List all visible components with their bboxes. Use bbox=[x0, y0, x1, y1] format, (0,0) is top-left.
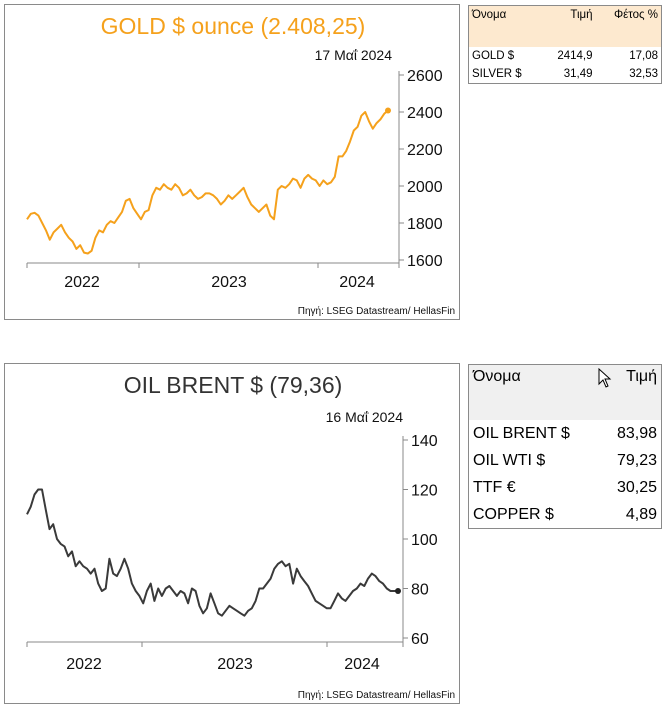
oil-last-point bbox=[395, 587, 401, 594]
oil-price-line bbox=[26, 488, 398, 617]
gold-chart: GOLD $ ounce (2.408,25) 17 Μαΐ 2024 Πηγή… bbox=[26, 13, 455, 317]
x-tick-label: 2024 bbox=[339, 274, 375, 291]
row-price: 30,25 bbox=[616, 478, 657, 496]
oil-chart-date: 16 Μαΐ 2024 bbox=[326, 409, 404, 425]
row-price: 83,98 bbox=[616, 424, 657, 442]
header-price: Τιμή bbox=[600, 364, 662, 420]
table-row: SILVER $ 31,49 32,53 bbox=[469, 65, 662, 84]
y-tick-label: 140 bbox=[411, 433, 438, 450]
x-tick-label: 2023 bbox=[217, 656, 253, 673]
gold-last-point bbox=[385, 107, 391, 114]
table-row: OIL BRENT $ 83,98 bbox=[469, 420, 662, 447]
row-name: TTF € bbox=[473, 478, 516, 496]
y-tick-label: 2600 bbox=[407, 68, 443, 85]
y-tick-label: 60 bbox=[411, 631, 429, 648]
gold-chart-source: Πηγή: LSEG Datastream/ HellasFin bbox=[298, 305, 455, 317]
y-tick-label: 2400 bbox=[407, 105, 443, 122]
oil-chart-source: Πηγή: LSEG Datastream/ HellasFin bbox=[298, 689, 455, 701]
y-tick-label: 80 bbox=[411, 582, 429, 599]
table-row: GOLD $ 2414,9 17,08 bbox=[469, 47, 662, 65]
oil-chart-title: OIL BRENT $ (79,36) bbox=[124, 372, 343, 398]
row-price: 4,89 bbox=[625, 505, 657, 523]
gold-price-line bbox=[26, 109, 389, 255]
row-price: 2414,9 bbox=[557, 50, 593, 62]
table-row: OIL WTI $ 79,23 bbox=[469, 447, 662, 474]
energy-table: Όνομα Τιμή OIL BRENT $ 83,98 OIL WTI $ 7… bbox=[468, 364, 662, 529]
gold-chart-date: 17 Μαΐ 2024 bbox=[315, 47, 393, 63]
row-price: 31,49 bbox=[563, 68, 593, 80]
oil-chart-panel: OIL BRENT $ (79,36) 16 Μαΐ 2024 Πηγή: LS… bbox=[4, 363, 460, 704]
table-row: TTF € 30,25 bbox=[469, 474, 662, 501]
y-tick-label: 2000 bbox=[407, 179, 443, 196]
x-tick-label: 2022 bbox=[64, 274, 100, 291]
row-ytd: 32,53 bbox=[629, 68, 658, 80]
gold-chart-panel: GOLD $ ounce (2.408,25) 17 Μαΐ 2024 Πηγή… bbox=[4, 4, 460, 320]
y-tick-label: 120 bbox=[411, 483, 438, 500]
header-name: Όνομα bbox=[468, 5, 542, 47]
metals-table-header: Όνομα Τιμή Φέτος % bbox=[468, 5, 662, 47]
row-ytd: 17,08 bbox=[629, 50, 658, 62]
table-row: COPPER $ 4,89 bbox=[469, 501, 662, 529]
y-tick-label: 2200 bbox=[407, 142, 443, 159]
gold-chart-title: GOLD $ ounce (2.408,25) bbox=[101, 13, 366, 39]
x-tick-label: 2024 bbox=[344, 656, 380, 673]
x-tick-label: 2022 bbox=[66, 656, 102, 673]
header-ytd: Φέτος % bbox=[595, 5, 662, 47]
row-price: 79,23 bbox=[616, 451, 657, 469]
header-price: Τιμή bbox=[541, 5, 596, 47]
row-name: OIL BRENT $ bbox=[473, 424, 570, 442]
mouse-cursor-icon bbox=[598, 368, 612, 388]
y-tick-label: 1600 bbox=[407, 253, 443, 270]
row-name: GOLD $ bbox=[472, 50, 515, 62]
row-name: SILVER $ bbox=[472, 68, 522, 80]
y-tick-label: 100 bbox=[411, 532, 438, 549]
header-name: Όνομα bbox=[468, 364, 601, 420]
row-name: COPPER $ bbox=[473, 505, 554, 523]
energy-table-header: Όνομα Τιμή bbox=[468, 364, 662, 420]
y-tick-label: 1800 bbox=[407, 216, 443, 233]
oil-chart: OIL BRENT $ (79,36) 16 Μαΐ 2024 Πηγή: LS… bbox=[26, 372, 455, 701]
metals-table: Όνομα Τιμή Φέτος % GOLD $ 2414,9 17,08 S… bbox=[468, 5, 662, 84]
row-name: OIL WTI $ bbox=[473, 451, 546, 469]
x-tick-label: 2023 bbox=[211, 274, 247, 291]
